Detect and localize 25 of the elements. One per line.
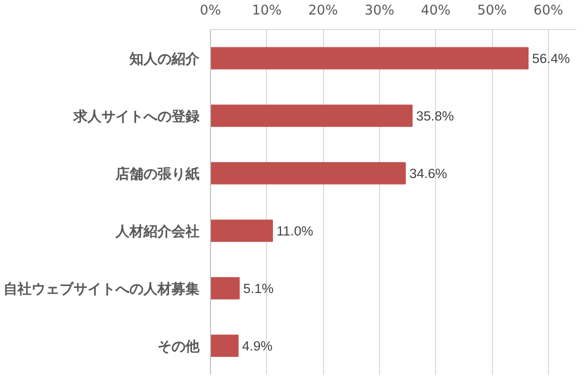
data-label: 56.4% xyxy=(532,50,570,66)
x-tick-label: 0% xyxy=(200,4,222,18)
x-tick-label: 10% xyxy=(252,4,282,18)
y-tick-label: 求人サイトへの登録 xyxy=(72,108,200,124)
x-tick-label: 20% xyxy=(308,4,338,18)
y-tick-label: その他 xyxy=(158,338,200,354)
data-label: 5.1% xyxy=(243,280,274,296)
data-label: 34.6% xyxy=(409,166,448,181)
y-tick-label: 人材紹介会社 xyxy=(114,222,200,239)
x-tick-label: 30% xyxy=(364,4,394,18)
bar xyxy=(210,47,529,70)
bar xyxy=(210,220,273,242)
y-tick-label: 店舗の張り紙 xyxy=(114,165,200,182)
y-tick-label: 知人の紹介 xyxy=(128,50,200,66)
data-label: 4.9% xyxy=(242,338,273,354)
bar xyxy=(210,162,406,184)
x-tick-label: 50% xyxy=(477,4,507,18)
bar xyxy=(210,277,240,300)
data-label: 35.8% xyxy=(416,108,454,124)
x-tick-label: 40% xyxy=(420,4,451,18)
bar xyxy=(210,334,239,357)
y-tick-label: 自社ウェブサイトへの人材募集 xyxy=(4,280,200,296)
bar xyxy=(210,104,413,127)
x-tick-label: 60% xyxy=(534,4,564,18)
data-label: 11.0% xyxy=(276,223,314,238)
